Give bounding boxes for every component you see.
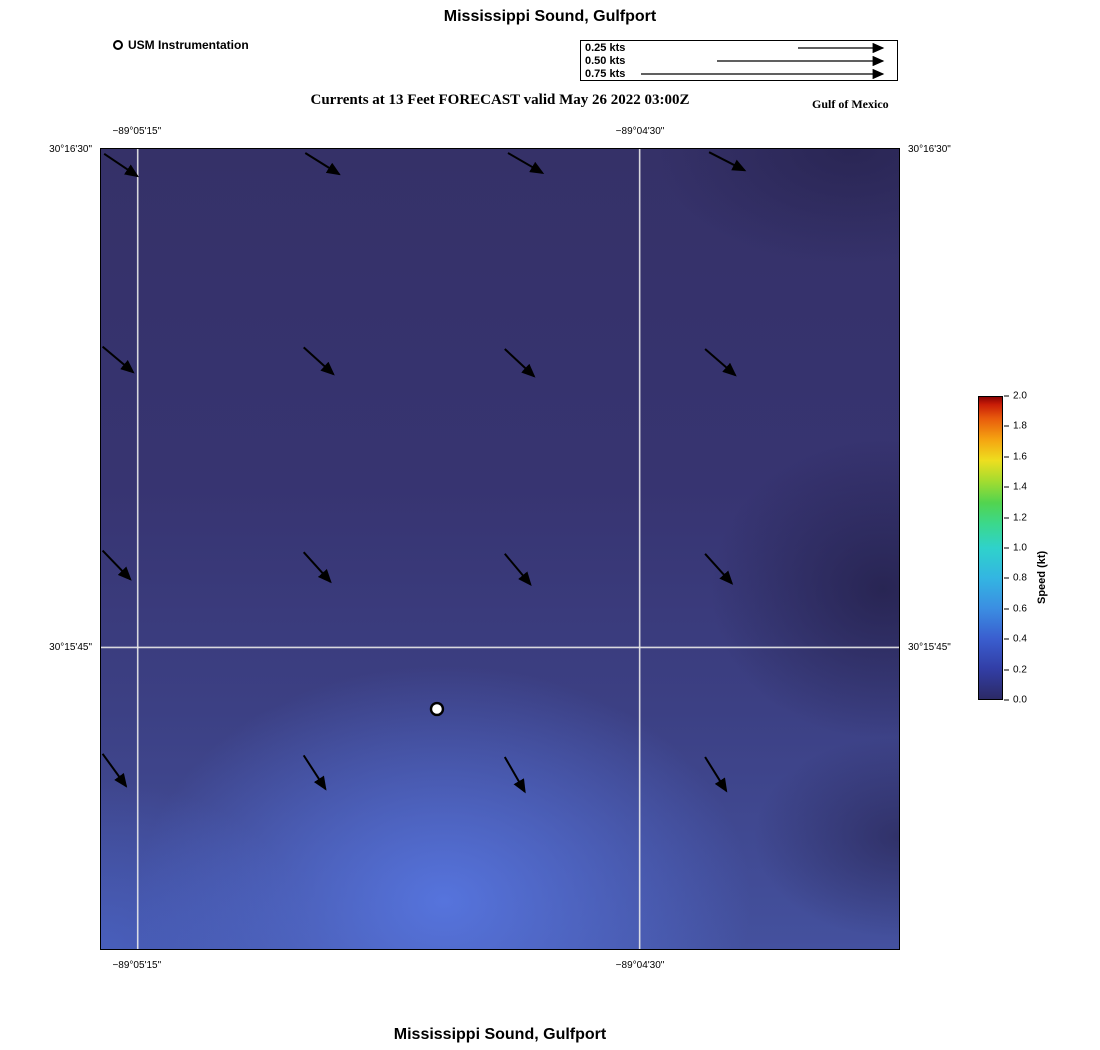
colorbar-tick-mark (1004, 699, 1009, 701)
colorbar-tick-mark (1004, 425, 1009, 427)
colorbar-tick-label: 1.4 (1013, 481, 1027, 493)
colorbar-tick: 0.0 (1004, 695, 1027, 706)
colorbar-tick-mark (1004, 638, 1009, 640)
colorbar-tick-mark (1004, 486, 1009, 488)
colorbar-tick-label: 0.4 (1013, 633, 1027, 645)
scale-legend-rows: 0.25 kts 0.50 kts 0.75 kts (581, 42, 897, 81)
colorbar-tick: 0.6 (1004, 603, 1027, 614)
colorbar-tick: 0.2 (1004, 664, 1027, 675)
x-tick-label-top: −89°04'30" (615, 126, 665, 137)
page-title: Mississippi Sound, Gulfport (443, 8, 657, 25)
colorbar-label: Speed (kt) (1036, 550, 1048, 604)
colorbar (978, 396, 1003, 700)
colorbar-tick-mark (1004, 395, 1009, 397)
x-tick-label-bottom: −89°05'15" (112, 960, 162, 971)
colorbar-tick-label: 2.0 (1013, 390, 1027, 402)
scale-legend-label: 0.75 kts (585, 68, 626, 80)
scale-legend-entry: 0.75 kts (581, 68, 897, 81)
station-marker-icon (113, 40, 123, 50)
instrument-legend-label: USM Instrumentation (128, 38, 249, 52)
colorbar-tick-mark (1004, 517, 1009, 519)
scale-arrow (717, 55, 885, 67)
colorbar-tick: 1.2 (1004, 512, 1027, 523)
colorbar-tick-label: 0.2 (1013, 664, 1027, 676)
arrow-scale-legend: 0.25 kts 0.50 kts 0.75 kts (580, 40, 898, 81)
colorbar-tick-label: 1.8 (1013, 420, 1027, 432)
colorbar-tick: 1.0 (1004, 543, 1027, 554)
speed-heatmap (101, 149, 899, 949)
colorbar-tick-label: 0.0 (1013, 694, 1027, 706)
colorbar-tick: 0.4 (1004, 634, 1027, 645)
colorbar-tick-label: 1.2 (1013, 512, 1027, 524)
colorbar-tick-mark (1004, 456, 1009, 458)
current-map (100, 148, 900, 950)
x-tick-label-bottom: −89°04'30" (615, 960, 665, 971)
x-tick-label-top: −89°05'15" (112, 126, 162, 137)
colorbar-tick: 1.8 (1004, 421, 1027, 432)
scale-legend-entry: 0.50 kts (581, 55, 897, 68)
y-tick-label-left: 30°15'45" (49, 641, 92, 653)
colorbar-tick-label: 1.6 (1013, 451, 1027, 463)
colorbar-tick: 1.4 (1004, 482, 1027, 493)
colorbar-tick-label: 1.0 (1013, 542, 1027, 554)
footer-title: Mississippi Sound, Gulfport (393, 1026, 607, 1043)
colorbar-tick-label: 0.8 (1013, 572, 1027, 584)
colorbar-tick-mark (1004, 669, 1009, 671)
colorbar-tick-mark (1004, 547, 1009, 549)
y-tick-label-right: 30°16'30" (908, 144, 951, 156)
colorbar-tick: 0.8 (1004, 573, 1027, 584)
scale-legend-entry: 0.25 kts (581, 42, 897, 55)
colorbar-tick-label: 0.6 (1013, 603, 1027, 615)
region-label: Gulf of Mexico (812, 97, 889, 111)
y-tick-label-right: 30°15'45" (908, 641, 951, 653)
vector-overlay (101, 149, 899, 949)
instrument-legend: USM Instrumentation (113, 38, 249, 52)
y-tick-label-left: 30°16'30" (49, 144, 92, 156)
scale-legend-label: 0.50 kts (585, 55, 626, 67)
colorbar-tick-mark (1004, 577, 1009, 579)
scale-arrow (641, 68, 885, 80)
scale-legend-label: 0.25 kts (585, 42, 626, 54)
forecast-subtitle: Currents at 13 Feet FORECAST valid May 2… (310, 92, 690, 108)
colorbar-tick: 2.0 (1004, 391, 1027, 402)
scale-arrow (798, 42, 885, 54)
colorbar-tick-mark (1004, 608, 1009, 610)
colorbar-ticks: 2.0 1.8 1.6 1.4 1.2 1.0 0.8 0.6 0.4 0.2 0.0 (1004, 391, 1050, 706)
colorbar-tick: 1.6 (1004, 451, 1027, 462)
